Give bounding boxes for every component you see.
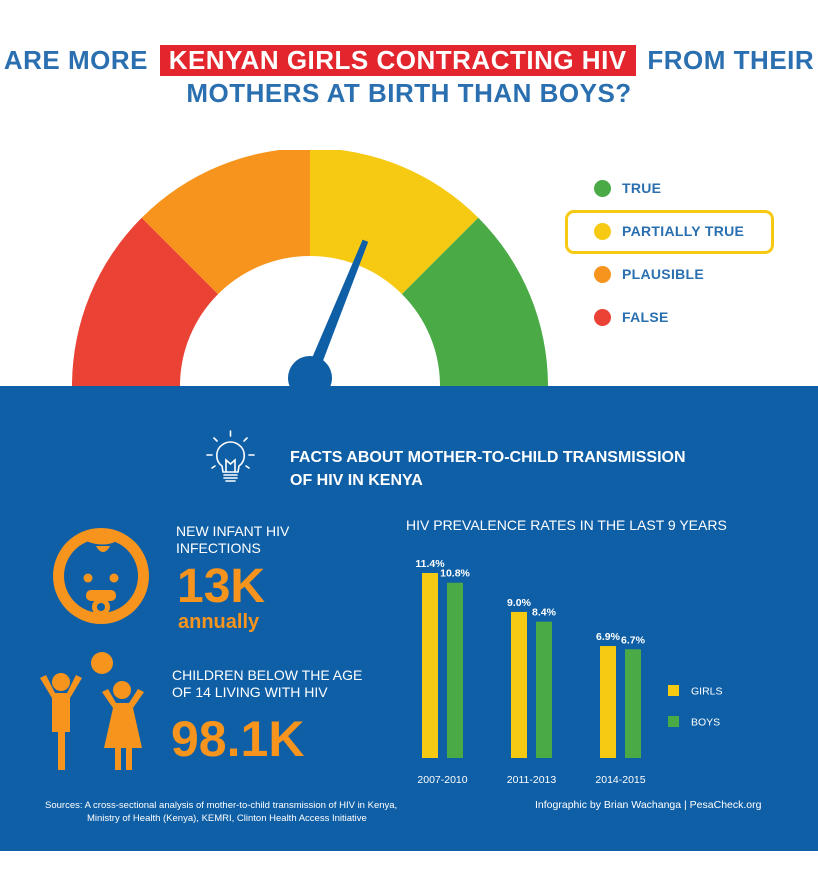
headline-post: FROM THEIR	[647, 45, 815, 75]
gauge-segment-plausible	[141, 150, 310, 295]
lightbulb-icon	[206, 430, 255, 482]
sources-line-2: Ministry of Health (Kenya), KEMRI, Clint…	[87, 813, 367, 824]
legend-label: FALSE	[622, 309, 669, 325]
bar-value-label: 6.9%	[596, 631, 621, 643]
infant-label: NEW INFANT HIV INFECTIONS	[176, 523, 366, 557]
legend-item-false: FALSE	[594, 305, 669, 329]
children-icon	[40, 652, 144, 770]
legend-label: PARTIALLY TRUE	[622, 223, 745, 239]
headline-highlight: KENYAN GIRLS CONTRACTING HIV	[159, 45, 636, 76]
x-tick-label: 2011-2013	[507, 774, 557, 786]
legend-selected-frame	[565, 210, 774, 254]
bar-value-label: 11.4%	[415, 558, 445, 570]
legend-item-partially-true: PARTIALLY TRUE	[594, 219, 744, 243]
legend-label-boys: BOYS	[691, 717, 720, 729]
green-dot-icon	[594, 179, 611, 197]
legend-swatch-girls	[668, 685, 679, 696]
bar-value-label: 6.7%	[621, 634, 646, 646]
bar-girls-2011-2013	[511, 611, 527, 758]
facts-heading: FACTS ABOUT MOTHER-TO-CHILD TRANSMISSION…	[290, 446, 730, 492]
chart-title: HIV PREVALENCE RATES IN THE LAST 9 YEARS	[406, 517, 727, 533]
gauge-segment-true	[401, 217, 548, 386]
x-tick-label: 2014-2015	[595, 774, 645, 786]
red-dot-icon	[594, 308, 611, 326]
gauge-needle	[304, 239, 369, 381]
legend-item-true: TRUE	[594, 176, 661, 200]
facts-heading-line-1: FACTS ABOUT MOTHER-TO-CHILD TRANSMISSION	[290, 449, 686, 466]
gauge-segment-false	[72, 217, 219, 386]
bar-girls-2014-2015	[600, 646, 616, 758]
x-tick-label: 2007-2010	[417, 774, 467, 786]
prevalence-chart: 11.4%10.8% 2007-2010 9.0%8.4% 2011-2013 6.9%…	[415, 558, 723, 786]
bar-girls-2007-2010	[422, 573, 438, 758]
bar-boys-2011-2013	[536, 621, 552, 758]
orange-dot-icon	[594, 265, 611, 283]
legend-swatch-boys	[668, 716, 679, 727]
facts-panel	[0, 386, 818, 851]
infant-unit: annually	[178, 611, 260, 633]
legend-item-plausible: PLAUSIBLE	[594, 262, 704, 286]
gauge-segment-partially-true	[310, 150, 479, 295]
children-value: 98.1K	[171, 711, 305, 767]
bar-value-label: 10.8%	[440, 568, 470, 580]
legend-label: TRUE	[622, 180, 662, 196]
bar-value-label: 8.4%	[532, 607, 557, 619]
children-label: CHILDREN BELOW THE AGE OF 14 LIVING WITH…	[172, 667, 392, 701]
headline-pre: ARE MORE	[3, 45, 148, 75]
legend-label-girls: GIRLS	[691, 686, 723, 698]
children-label-line-2: OF 14 LIVING WITH HIV	[172, 684, 328, 700]
children-label-line-1: CHILDREN BELOW THE AGE	[172, 667, 363, 683]
baby-icon	[53, 528, 149, 624]
credit: Infographic by Brian Wachanga | PesaChec…	[535, 799, 762, 811]
bar-boys-2014-2015	[625, 649, 641, 758]
infant-value: 13K	[177, 560, 266, 613]
bar-boys-2007-2010	[447, 582, 463, 758]
yellow-dot-icon	[594, 222, 611, 240]
facts-heading-line-2: OF HIV IN KENYA	[290, 472, 423, 489]
verdict-gauge	[60, 150, 560, 420]
headline-line-2: MOTHERS AT BIRTH THAN BOYS?	[186, 78, 632, 108]
legend-label: PLAUSIBLE	[622, 266, 705, 282]
bar-value-label: 9.0%	[507, 597, 532, 609]
sources-line-1: Sources: A cross-sectional analysis of m…	[45, 800, 398, 811]
infant-label-line-1: NEW INFANT HIV	[176, 523, 290, 539]
headline-line-1: ARE MORE KENYAN GIRLS CONTRACTING HIV FR…	[0, 45, 818, 76]
infant-label-line-2: INFECTIONS	[176, 540, 261, 556]
